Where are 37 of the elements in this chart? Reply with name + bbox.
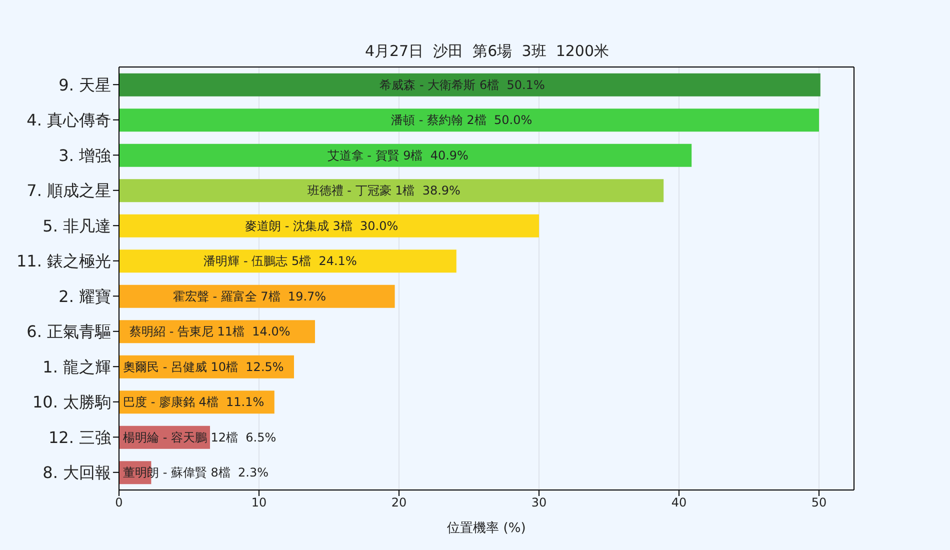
data-label: 霍宏聲 - 羅富全 7檔 19.7%: [172, 289, 326, 304]
bar: [119, 144, 692, 167]
x-tick-label: 40: [671, 496, 687, 510]
x-axis-title: 位置機率 (%): [447, 520, 526, 536]
data-label: 麥道朗 - 沈集成 3檔 30.0%: [245, 218, 398, 233]
y-tick-label: 8. 大回報: [42, 463, 111, 482]
bar: [119, 250, 456, 273]
bar: [119, 108, 819, 132]
x-tick-label: 50: [811, 496, 827, 510]
data-label: 潘明輝 - 伍鵬志 5檔 24.1%: [204, 254, 357, 268]
bar: [119, 73, 820, 96]
chart-title: 4月27日 沙田 第6場 3班 1200米: [364, 42, 610, 61]
data-label: 班德禮 - 丁冠豪 1檔 38.9%: [307, 184, 460, 198]
y-tick-label: 6. 正氣青驅: [26, 322, 111, 342]
data-label: 艾道拿 - 賀賢 9檔 40.9%: [327, 148, 468, 162]
y-tick-label: 7. 順成之星: [26, 181, 111, 200]
x-tick-label: 10: [251, 496, 267, 510]
y-tick-label: 4. 真心傳奇: [26, 110, 111, 130]
x-tick-label: 0: [115, 496, 123, 510]
bar: [119, 214, 539, 238]
data-label: 希威森 - 大衛希斯 6檔 50.1%: [380, 78, 545, 92]
y-tick-label: 11. 錶之極光: [16, 252, 111, 271]
x-tick-label: 20: [391, 496, 407, 510]
y-tick-label: 1. 龍之輝: [42, 357, 111, 376]
bar: [119, 179, 664, 202]
data-label: 潘頓 - 蔡約翰 2檔 50.0%: [391, 113, 532, 128]
x-tick-label: 30: [531, 496, 547, 510]
data-label: 楊明綸 - 容天鵬 12檔 6.5%: [123, 430, 276, 444]
data-label: 奧爾民 - 呂健威 10檔 12.5%: [123, 360, 284, 374]
data-label: 蔡明紹 - 告東尼 11檔 14.0%: [130, 324, 290, 339]
y-tick-label: 3. 增強: [58, 146, 111, 165]
y-tick-label: 12. 三強: [48, 428, 111, 447]
y-tick-label: 10. 太勝駒: [32, 392, 111, 412]
y-tick-label: 9. 天星: [58, 75, 111, 94]
y-tick-label: 2. 耀寶: [58, 286, 111, 306]
y-tick-label: 5. 非凡達: [42, 216, 111, 236]
data-label: 巴度 - 廖康銘 4檔 11.1%: [123, 395, 264, 410]
